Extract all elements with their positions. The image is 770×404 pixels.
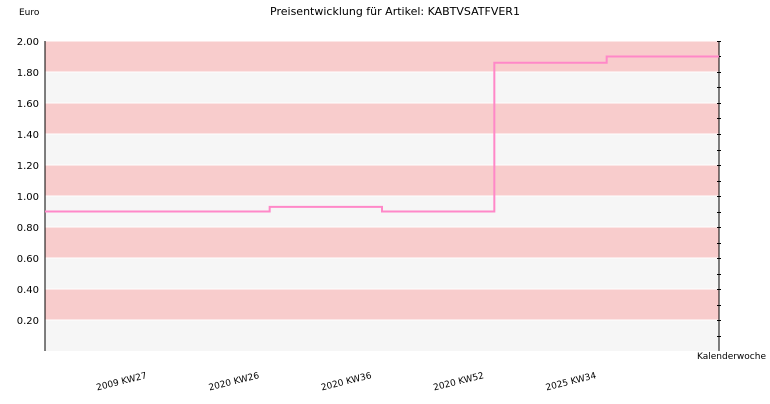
band-dark — [45, 289, 719, 320]
y-tick-label: 0.20 — [17, 316, 39, 327]
band-light — [45, 320, 719, 351]
y-tick-label: 1.60 — [17, 99, 39, 110]
y-tick-labels: 0.20 0.40 0.60 0.80 1.00 1.20 1.40 1.60 1.80 2.00 — [17, 37, 39, 327]
y-tick-label: 1.40 — [17, 130, 39, 141]
x-tick-label: 2020 KW26 — [208, 371, 261, 393]
y-tick-label: 2.00 — [17, 37, 39, 48]
y-tick-label: 0.60 — [17, 254, 39, 265]
x-tick-label: 2020 KW36 — [320, 371, 373, 393]
x-tick-labels: 2009 KW27 2020 KW26 2020 KW36 2020 KW52 2025… — [95, 371, 597, 393]
band-light — [45, 134, 719, 165]
band-light — [45, 258, 719, 289]
x-tick-label: 2025 KW34 — [545, 371, 598, 393]
band-light — [45, 72, 719, 103]
chart-title: Preisentwicklung für Artikel: KABTVSATFV… — [270, 5, 520, 18]
y-tick-label: 0.80 — [17, 223, 39, 234]
x-tick-label: 2009 KW27 — [95, 371, 148, 393]
y-tick-label: 1.20 — [17, 161, 39, 172]
y-axis-label: Euro — [19, 8, 40, 18]
y-tick-label: 0.40 — [17, 285, 39, 296]
x-tick-label: 2020 KW52 — [432, 371, 485, 393]
band-dark — [45, 103, 719, 134]
band-dark — [45, 165, 719, 196]
band-dark — [45, 227, 719, 258]
y-tick-label: 1.80 — [17, 68, 39, 79]
x-axis-label: Kalenderwoche — [697, 352, 766, 362]
y-tick-label: 1.00 — [17, 192, 39, 203]
